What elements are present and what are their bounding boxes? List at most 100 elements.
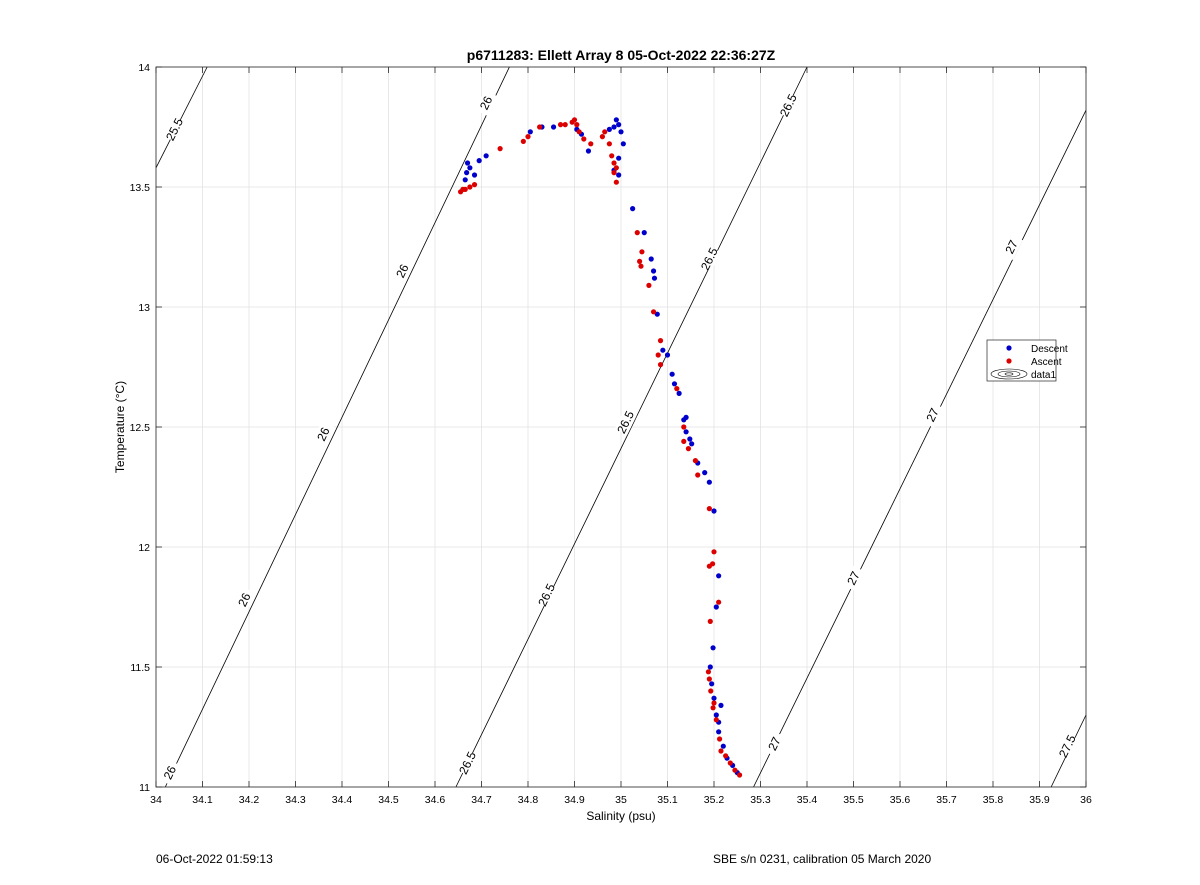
x-tick-label: 36 xyxy=(1080,794,1092,806)
contour-label: 25.5 xyxy=(163,116,186,143)
ascent-point xyxy=(599,134,606,140)
contour-label: 26 xyxy=(393,262,412,280)
ascent-point xyxy=(716,736,723,742)
descent-point xyxy=(660,347,666,353)
chart-title: p6711283: Ellett Array 8 05-Oct-2022 22:… xyxy=(467,47,776,63)
descent-point xyxy=(711,695,717,701)
contour-label-bg xyxy=(391,258,414,284)
descent-point xyxy=(483,153,489,159)
descent-point xyxy=(527,129,533,135)
descent-point xyxy=(616,155,622,161)
x-tick-label: 34.1 xyxy=(192,794,213,806)
contour-label-bg xyxy=(312,421,335,448)
ascent-point xyxy=(705,669,712,675)
ascent-point xyxy=(609,153,615,159)
ascent-point xyxy=(574,122,580,128)
descent-point xyxy=(683,429,689,435)
y-axis-label: Temperature (°C) xyxy=(113,381,127,473)
y-tick-label: 12 xyxy=(138,542,150,554)
ascent-point xyxy=(708,688,714,694)
ascent-point xyxy=(581,136,587,142)
descent-point xyxy=(713,604,719,610)
descent-point xyxy=(630,206,636,212)
x-tick-label: 35.4 xyxy=(797,794,818,806)
x-tick-label: 35.6 xyxy=(890,794,911,806)
contour-label-bg xyxy=(456,750,479,776)
ascent-point xyxy=(471,182,478,188)
ascent-point xyxy=(716,599,722,605)
y-tick-label: 13.5 xyxy=(130,182,151,194)
ascent-point xyxy=(557,122,564,128)
descent-point xyxy=(613,117,619,123)
ascent-point xyxy=(613,179,619,185)
ascent-point xyxy=(638,263,644,269)
contour-label: 26 xyxy=(477,94,496,112)
x-tick-label: 34.2 xyxy=(239,794,260,806)
ascent-point xyxy=(588,141,594,147)
legend: Descent Ascent data1 xyxy=(986,339,1068,382)
contour-label-bg xyxy=(777,92,800,119)
contour-label: 26.5 xyxy=(698,245,721,272)
ascent-point xyxy=(681,424,687,430)
ascent-point xyxy=(467,184,473,190)
x-tick-label: 35.7 xyxy=(936,794,957,806)
descent-point xyxy=(706,479,712,485)
ascent-point xyxy=(655,352,661,358)
contour-label: 27 xyxy=(923,406,942,424)
x-tick-label: 34.6 xyxy=(425,794,446,806)
density-contour-25.5 xyxy=(155,66,208,168)
descent-point xyxy=(709,681,715,687)
descent-point xyxy=(687,436,693,442)
ascent-point xyxy=(711,700,717,706)
x-tick-label: 34.3 xyxy=(285,794,306,806)
y-tick-label: 11.5 xyxy=(130,662,150,674)
contour-label-bg xyxy=(163,116,186,143)
ascent-point xyxy=(606,141,612,147)
contour-label: 27 xyxy=(1002,238,1021,256)
contour-label: 26 xyxy=(314,425,333,443)
ascent-point xyxy=(674,386,680,392)
ascent-point xyxy=(639,249,645,255)
ascent-point xyxy=(692,458,699,464)
ascent-point xyxy=(520,138,526,144)
legend-descent-label: Descent xyxy=(1031,344,1068,355)
y-tick-label: 12.5 xyxy=(130,422,151,434)
descent-point xyxy=(689,441,695,447)
ascent-point xyxy=(537,124,543,130)
descent-point xyxy=(710,645,716,651)
ascent-point xyxy=(706,676,712,682)
descent-point xyxy=(616,122,622,128)
contour-label: 26 xyxy=(161,763,180,781)
y-tick-label: 14 xyxy=(138,62,150,74)
descent-point xyxy=(718,702,724,709)
x-tick-label: 34.9 xyxy=(564,794,585,806)
descent-point xyxy=(720,743,726,749)
ascent-point xyxy=(611,160,617,166)
descent-point xyxy=(651,275,658,281)
ascent-point xyxy=(736,772,743,778)
descent-point xyxy=(683,414,689,420)
contour-label: 27 xyxy=(844,569,863,587)
descent-point xyxy=(716,573,722,579)
ascent-point xyxy=(571,117,578,123)
contour-label-bg xyxy=(698,246,721,272)
descent-point xyxy=(467,165,473,171)
x-tick-label: 34.5 xyxy=(378,794,399,806)
x-tick-label: 35.5 xyxy=(843,794,864,806)
contour-label-bg xyxy=(535,582,558,608)
ascent-point xyxy=(462,186,468,192)
ascent-point xyxy=(710,705,716,711)
descent-point xyxy=(616,172,622,178)
descent-point xyxy=(671,381,678,387)
ascent-point xyxy=(718,748,724,754)
density-contour-26.5 xyxy=(455,66,808,788)
contour-label-bg xyxy=(233,586,256,613)
descent-point xyxy=(707,664,713,670)
x-tick-label: 34.4 xyxy=(332,794,353,806)
x-axis-label: Salinity (psu) xyxy=(586,809,655,823)
descent-point xyxy=(462,177,468,183)
descent-point xyxy=(550,124,557,130)
ascent-point xyxy=(657,338,664,344)
ascent-point xyxy=(646,282,652,288)
